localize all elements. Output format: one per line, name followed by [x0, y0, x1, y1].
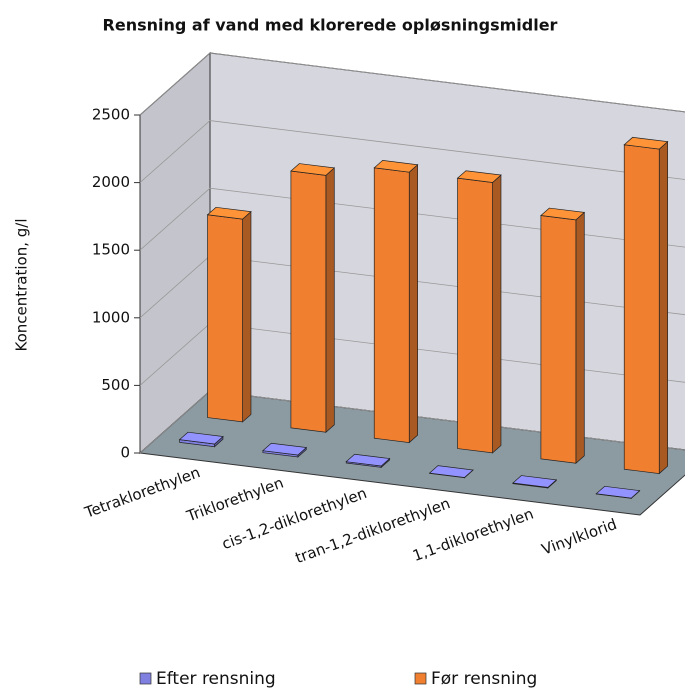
bar-top — [540, 207, 586, 221]
bar — [262, 442, 308, 458]
bar-top — [345, 453, 391, 467]
bar — [456, 170, 502, 454]
bar-side — [575, 211, 585, 465]
bar — [623, 136, 669, 475]
bar — [540, 207, 586, 465]
bar-side — [658, 140, 668, 475]
bar-side — [408, 163, 418, 444]
legend-swatch — [139, 672, 152, 685]
bar-front — [623, 144, 660, 474]
legend-label: Efter rensning — [156, 669, 276, 689]
y-tick-label: 0 — [120, 444, 130, 462]
y-tick-label: 2500 — [92, 106, 130, 124]
bar — [290, 163, 336, 434]
bar — [206, 206, 252, 423]
bar-side — [325, 167, 335, 434]
x-tick-label: Vinylklorid — [539, 515, 619, 559]
bar-top — [512, 475, 558, 488]
y-tick-label: 500 — [101, 376, 130, 394]
bar-side — [242, 210, 252, 423]
bar-front — [373, 167, 410, 443]
back-wall — [209, 52, 685, 451]
chart-title: Rensning af vand med klorerede opløsning… — [103, 16, 558, 35]
bar-top — [178, 431, 224, 445]
bar — [373, 160, 419, 444]
bar-top — [456, 170, 502, 183]
legend-label: Før rensning — [431, 669, 537, 689]
grid-line — [139, 52, 685, 116]
y-tick-label: 1500 — [92, 241, 130, 259]
bar-front — [457, 177, 493, 454]
bar — [512, 475, 558, 489]
bar — [178, 431, 224, 448]
bar-top — [262, 442, 308, 456]
y-tick-label: 1000 — [92, 308, 130, 326]
bar-top — [290, 163, 336, 176]
bar-front — [290, 170, 327, 433]
bar-top — [623, 136, 669, 150]
grid-line — [139, 120, 685, 183]
bar — [428, 465, 474, 479]
bar — [595, 485, 641, 500]
x-tick-label: Tetraklorethylen — [81, 463, 202, 522]
bar-top — [206, 206, 252, 220]
bar-front — [540, 215, 577, 464]
y-axis-label: Koncentration, g/l — [13, 218, 31, 351]
bar-top — [428, 465, 474, 478]
bar — [345, 453, 391, 469]
side-wall — [139, 51, 211, 455]
y-tick-label: 2000 — [92, 173, 130, 191]
bar-side — [492, 174, 502, 454]
bar-top — [373, 160, 419, 173]
bar-top — [595, 485, 641, 499]
bar-front — [207, 214, 243, 423]
legend-swatch — [414, 672, 427, 685]
